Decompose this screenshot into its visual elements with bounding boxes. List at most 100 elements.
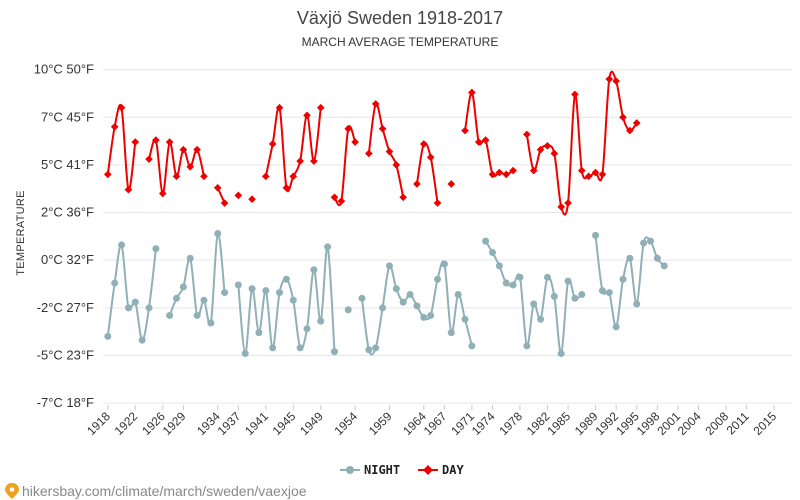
- data-point-day[interactable]: [200, 172, 208, 181]
- data-point-night[interactable]: [427, 311, 435, 319]
- data-point-night[interactable]: [605, 289, 613, 297]
- data-point-night[interactable]: [317, 317, 325, 325]
- data-point-night[interactable]: [111, 279, 119, 287]
- credit[interactable]: hikersbay.com/climate/march/sweden/vaexj…: [5, 483, 307, 499]
- data-point-day[interactable]: [413, 180, 421, 188]
- data-point-night[interactable]: [303, 325, 311, 333]
- data-point-day[interactable]: [385, 147, 394, 156]
- data-point-night[interactable]: [399, 298, 407, 306]
- data-point-night[interactable]: [214, 230, 222, 237]
- legend[interactable]: NIGHT DAY: [340, 463, 464, 477]
- data-point-night[interactable]: [564, 277, 572, 285]
- data-point-night[interactable]: [550, 292, 558, 300]
- data-point-night[interactable]: [282, 275, 290, 283]
- data-point-day[interactable]: [433, 199, 442, 207]
- data-point-day[interactable]: [117, 103, 126, 112]
- data-point-day[interactable]: [392, 161, 401, 169]
- data-point-night[interactable]: [372, 344, 380, 352]
- data-point-day[interactable]: [536, 145, 545, 154]
- data-point-night[interactable]: [104, 332, 112, 340]
- data-point-day[interactable]: [316, 103, 325, 112]
- data-point-night[interactable]: [241, 350, 249, 358]
- data-point-day[interactable]: [571, 90, 579, 99]
- data-point-day[interactable]: [365, 149, 373, 158]
- data-point-night[interactable]: [482, 237, 490, 245]
- data-point-night[interactable]: [626, 254, 634, 262]
- data-point-day[interactable]: [165, 138, 174, 146]
- data-point-night[interactable]: [310, 266, 318, 274]
- data-point-night[interactable]: [516, 273, 524, 281]
- data-point-night[interactable]: [289, 296, 297, 304]
- data-point-day[interactable]: [268, 140, 277, 148]
- data-point-night[interactable]: [543, 273, 551, 281]
- data-point-night[interactable]: [413, 302, 421, 310]
- data-point-day[interactable]: [213, 183, 222, 192]
- legend-item-night[interactable]: NIGHT: [340, 463, 400, 477]
- data-point-night[interactable]: [385, 262, 393, 270]
- data-point-night[interactable]: [365, 346, 373, 354]
- data-point-night[interactable]: [296, 344, 304, 352]
- data-point-day[interactable]: [598, 170, 607, 179]
- data-point-night[interactable]: [447, 329, 455, 337]
- data-point-night[interactable]: [468, 342, 476, 350]
- data-point-day[interactable]: [474, 138, 483, 146]
- data-point-day[interactable]: [248, 195, 256, 204]
- data-point-night[interactable]: [248, 285, 256, 293]
- data-point-day[interactable]: [145, 155, 153, 164]
- data-point-day[interactable]: [481, 136, 490, 144]
- data-point-night[interactable]: [598, 287, 606, 295]
- data-point-night[interactable]: [434, 275, 442, 283]
- data-point-day[interactable]: [426, 153, 435, 162]
- data-point-night[interactable]: [488, 249, 496, 257]
- data-point-day[interactable]: [103, 170, 112, 179]
- data-point-night[interactable]: [578, 290, 586, 298]
- data-point-night[interactable]: [255, 329, 263, 337]
- data-point-night[interactable]: [145, 304, 153, 312]
- data-point-night[interactable]: [131, 298, 139, 306]
- data-point-night[interactable]: [344, 306, 352, 314]
- data-point-day[interactable]: [468, 88, 476, 97]
- data-point-night[interactable]: [523, 342, 531, 350]
- data-point-night[interactable]: [379, 304, 387, 312]
- data-point-day[interactable]: [158, 189, 167, 198]
- data-point-night[interactable]: [276, 289, 284, 297]
- data-point-night[interactable]: [495, 262, 503, 270]
- data-point-night[interactable]: [633, 300, 641, 308]
- data-point-night[interactable]: [454, 290, 462, 298]
- data-point-day[interactable]: [419, 140, 428, 148]
- data-point-day[interactable]: [172, 172, 181, 181]
- data-point-day[interactable]: [612, 77, 620, 85]
- data-point-day[interactable]: [577, 166, 586, 175]
- data-point-night[interactable]: [166, 311, 174, 319]
- data-point-day[interactable]: [550, 149, 559, 158]
- data-point-day[interactable]: [591, 168, 600, 177]
- data-point-day[interactable]: [310, 157, 318, 165]
- data-point-day[interactable]: [261, 172, 270, 181]
- data-point-day[interactable]: [220, 199, 229, 207]
- data-point-day[interactable]: [605, 75, 614, 83]
- data-point-night[interactable]: [179, 283, 187, 291]
- data-point-day[interactable]: [330, 193, 339, 202]
- data-point-night[interactable]: [392, 285, 400, 293]
- data-point-night[interactable]: [124, 304, 132, 312]
- data-point-day[interactable]: [296, 157, 304, 165]
- data-point-day[interactable]: [447, 180, 456, 188]
- data-point-night[interactable]: [207, 319, 215, 327]
- data-point-day[interactable]: [124, 185, 133, 194]
- data-point-night[interactable]: [406, 290, 414, 298]
- data-point-day[interactable]: [378, 124, 387, 133]
- data-point-day[interactable]: [351, 138, 359, 146]
- data-point-day[interactable]: [523, 130, 531, 139]
- data-point-day[interactable]: [529, 166, 538, 175]
- data-point-night[interactable]: [269, 344, 277, 352]
- data-point-night[interactable]: [640, 239, 648, 247]
- data-point-night[interactable]: [324, 243, 332, 251]
- data-point-day[interactable]: [131, 138, 140, 146]
- data-point-night[interactable]: [234, 281, 242, 289]
- data-point-night[interactable]: [509, 281, 517, 289]
- data-point-day[interactable]: [632, 119, 641, 127]
- data-point-night[interactable]: [221, 289, 229, 297]
- data-point-day[interactable]: [584, 172, 593, 181]
- data-point-night[interactable]: [262, 287, 270, 295]
- data-point-night[interactable]: [646, 237, 654, 245]
